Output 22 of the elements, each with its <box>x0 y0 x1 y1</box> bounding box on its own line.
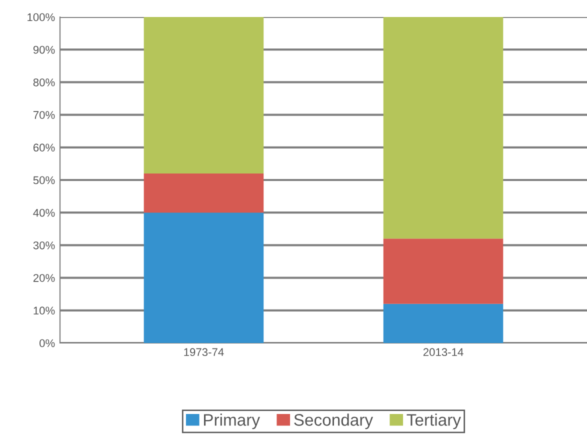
y-tick-label: 30% <box>33 241 55 250</box>
y-tick-label: 20% <box>33 274 55 282</box>
y-tick-label: 10% <box>34 306 55 315</box>
y-tick-label: 70% <box>33 111 55 119</box>
y-tick-label: 60% <box>33 144 55 152</box>
legend-label: Primary <box>204 414 260 430</box>
bar <box>383 17 504 239</box>
x-tick-label: 2013-14 <box>423 348 464 356</box>
legend-label: Secondary <box>294 414 374 430</box>
y-tick-label: 50% <box>33 176 55 184</box>
y-tick-label: 80% <box>33 78 55 86</box>
bar <box>144 173 264 213</box>
y-tick-label: 0% <box>40 339 55 348</box>
bar <box>383 304 504 343</box>
x-tick-label: 1973-74 <box>184 348 224 356</box>
y-tick-label: 40% <box>33 208 55 217</box>
legend-label: Tertiary <box>406 414 461 430</box>
bar <box>144 17 264 174</box>
y-tick-label: 90% <box>33 46 55 54</box>
bar <box>383 238 504 304</box>
y-tick-label: 100% <box>28 13 55 22</box>
bar <box>144 212 264 343</box>
